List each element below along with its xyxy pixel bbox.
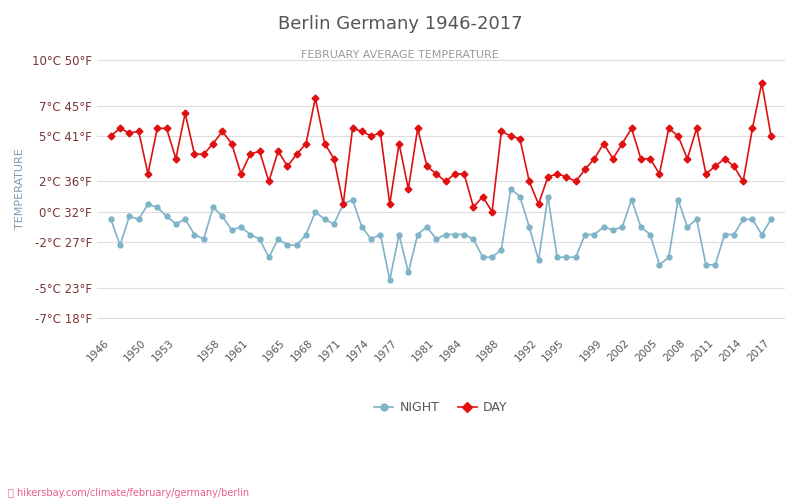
DAY [487,209,497,215]
Text: Berlin Germany 1946-2017: Berlin Germany 1946-2017 [278,15,522,33]
Text: FEBRUARY AVERAGE TEMPERATURE: FEBRUARY AVERAGE TEMPERATURE [301,50,499,60]
DAY [562,174,571,180]
NIGHT [543,194,553,200]
DAY [106,133,115,139]
NIGHT [487,254,497,260]
Text: 🔒 hikersbay.com/climate/february/germany/berlin: 🔒 hikersbay.com/climate/february/germany… [8,488,249,498]
DAY [757,80,766,86]
NIGHT [106,216,115,222]
DAY [199,151,209,157]
Y-axis label: TEMPERATURE: TEMPERATURE [15,148,25,230]
Legend: NIGHT, DAY: NIGHT, DAY [370,396,513,419]
DAY [534,201,543,207]
NIGHT [571,254,581,260]
NIGHT [329,221,338,227]
NIGHT [385,277,394,283]
DAY [478,194,487,200]
DAY [720,156,730,162]
Line: NIGHT: NIGHT [108,186,774,282]
NIGHT [766,216,776,222]
Line: DAY: DAY [108,80,774,214]
NIGHT [729,232,738,237]
DAY [766,133,776,139]
NIGHT [199,236,209,242]
DAY [329,156,338,162]
NIGHT [506,186,515,192]
